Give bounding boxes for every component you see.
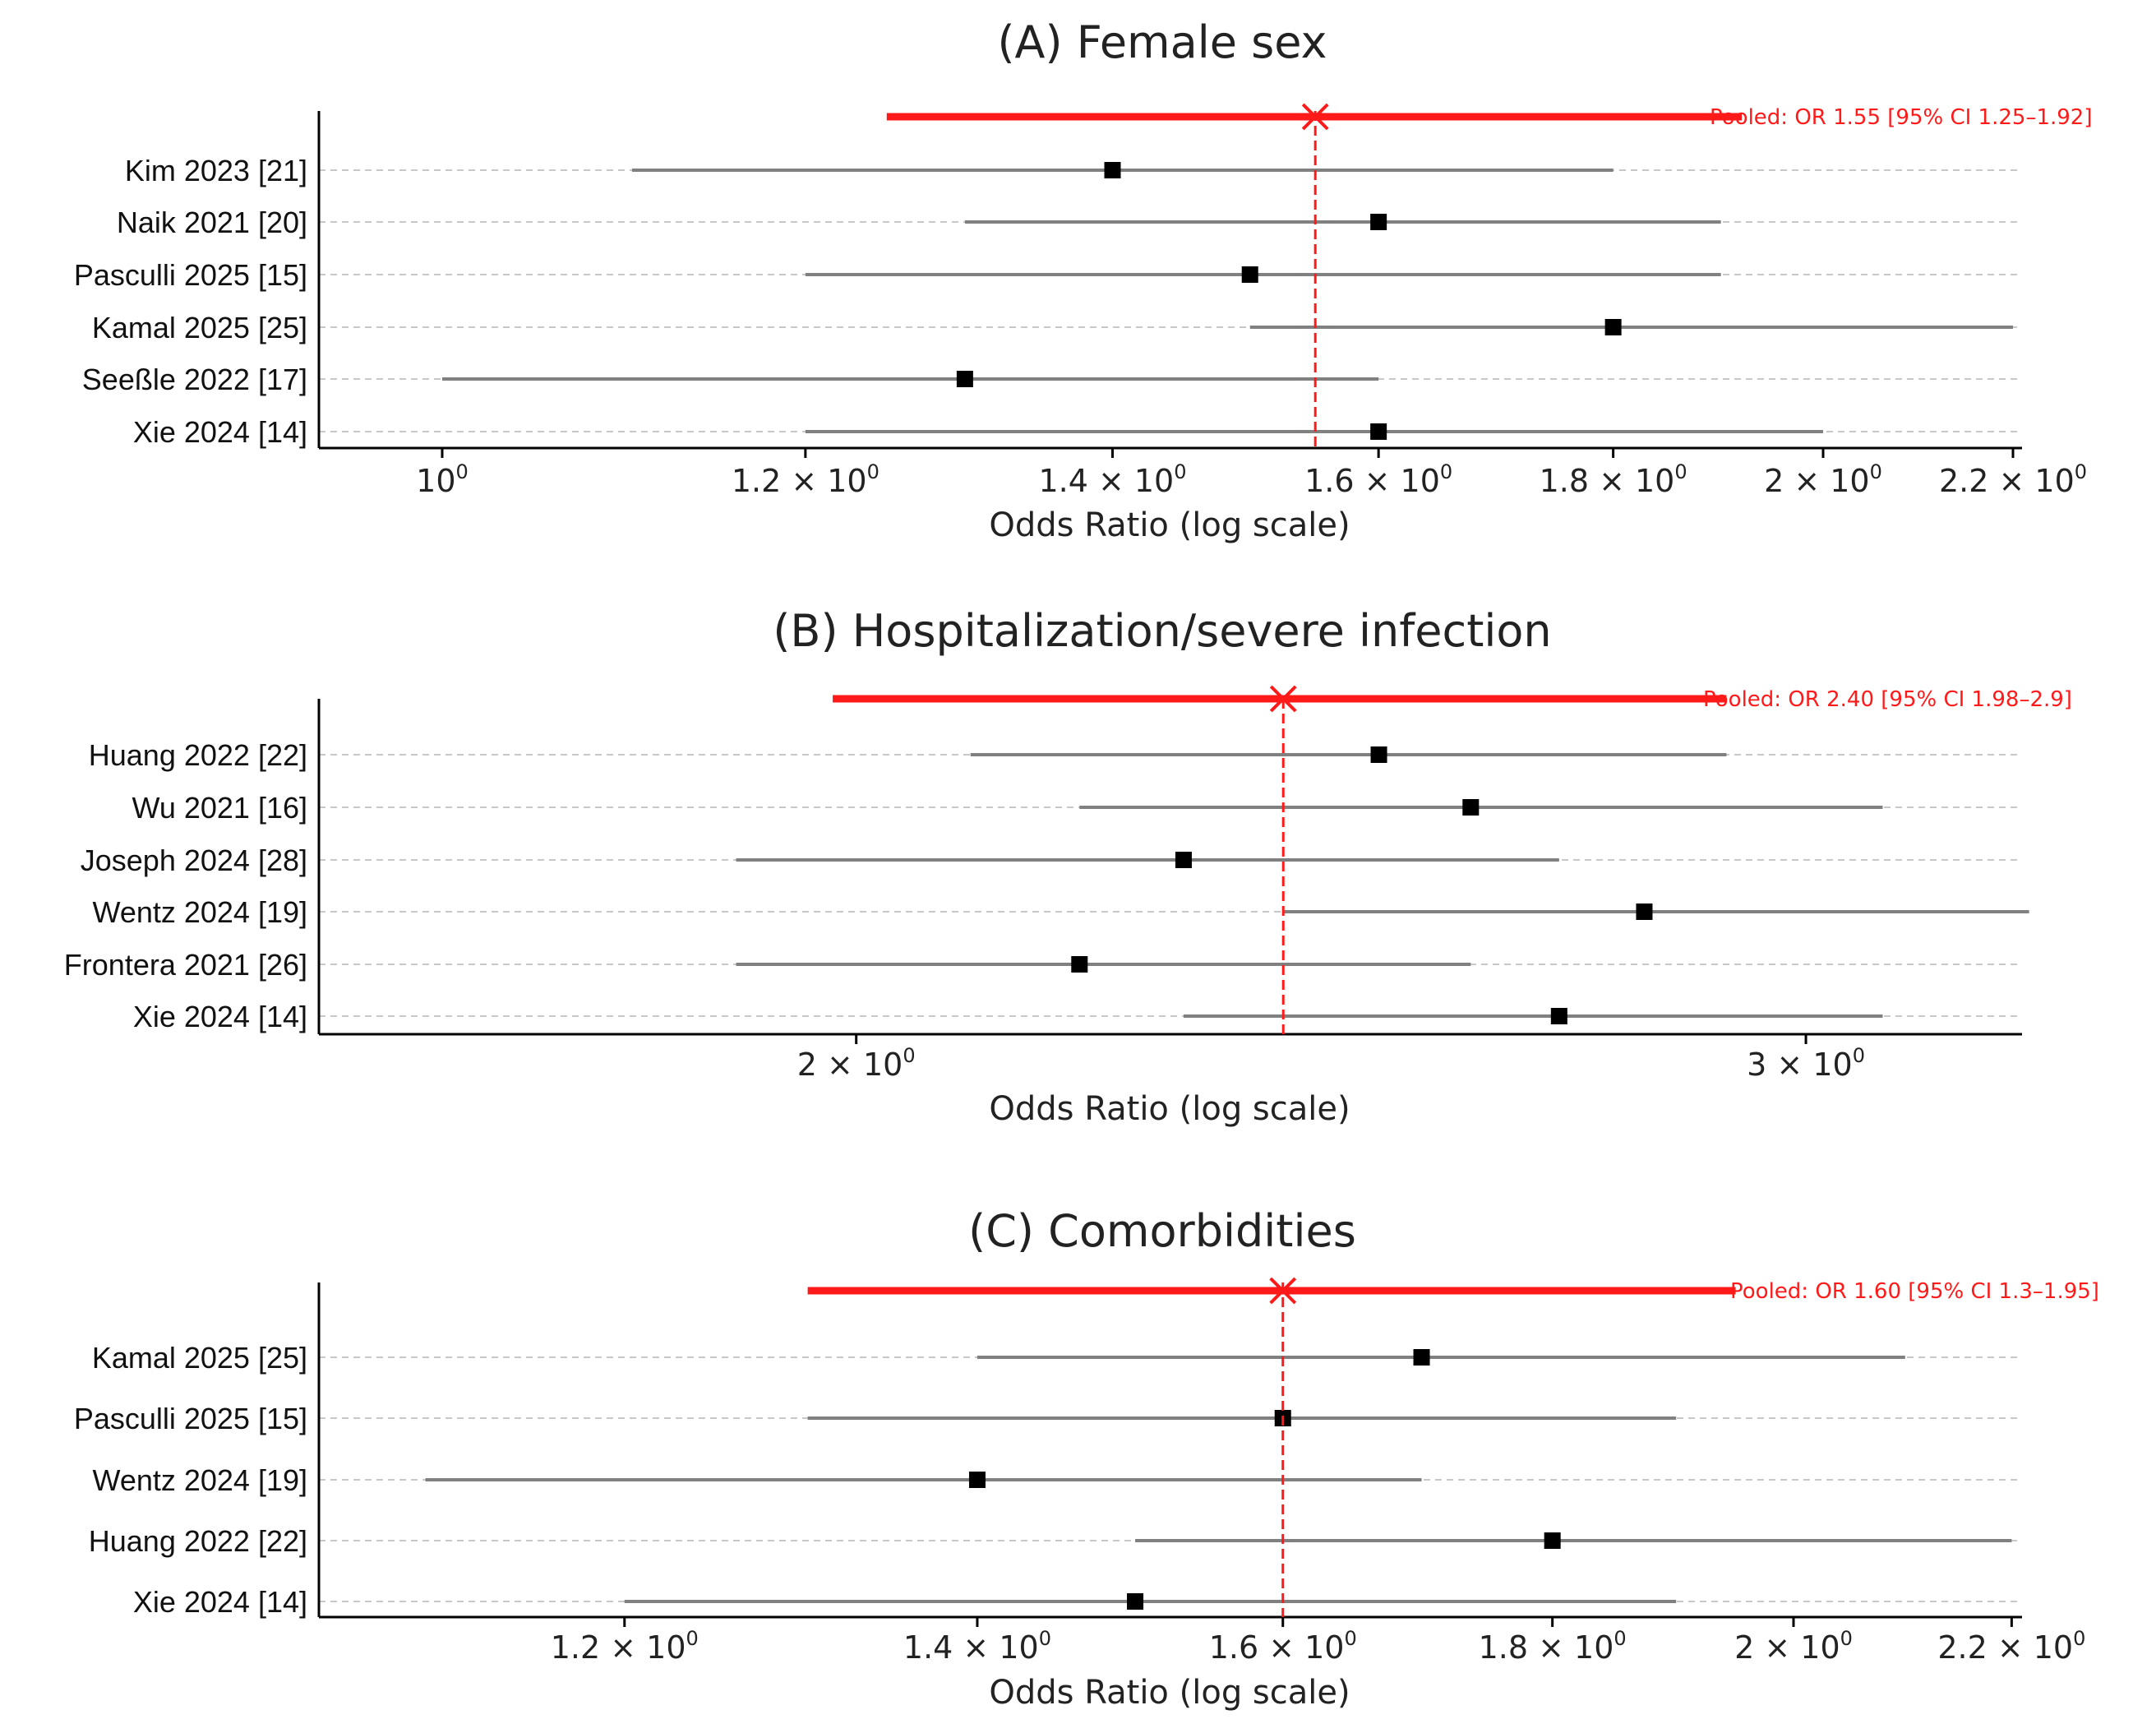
study-label: Xie 2024 [14] [133, 1585, 307, 1619]
x-tick-label: 2 × 100 [1734, 1627, 1853, 1666]
panel-title: (C) Comorbidities [968, 1205, 1356, 1257]
pooled-label: Pooled: OR 1.55 [95% CI 1.25–1.92] [1710, 105, 2092, 130]
study-point [1462, 799, 1480, 816]
panel-title: (B) Hospitalization/severe infection [773, 605, 1551, 657]
study-label: Kim 2023 [21] [125, 154, 307, 187]
pooled-estimate-marker [1269, 1277, 1297, 1305]
x-tick-label: 1.6 × 100 [1209, 1627, 1357, 1666]
study-label: Huang 2022 [22] [89, 738, 307, 772]
x-tick-label: 2.2 × 100 [1937, 1627, 2085, 1666]
study-label: Kamal 2025 [25] [92, 311, 307, 344]
study-label: Wentz 2024 [19] [92, 895, 307, 929]
pooled-estimate-marker [1301, 103, 1329, 131]
x-tick-label: 2 × 100 [797, 1044, 916, 1083]
x-axis-label: Odds Ratio (log scale) [989, 506, 1350, 544]
forest-panel-a: (A) Female sex 100 1.2 × 100 1.4 × 100 1.6 ×… [74, 16, 2093, 544]
study-point [1127, 1593, 1144, 1610]
x-tick-label: 1.8 × 100 [1479, 1627, 1627, 1666]
pooled-label: Pooled: OR 2.40 [95% CI 1.98–2.9] [1703, 687, 2072, 712]
study-point [1636, 903, 1653, 920]
x-axis-label: Odds Ratio (log scale) [989, 1674, 1350, 1712]
study-label: Kamal 2025 [25] [92, 1341, 307, 1375]
study-point [1175, 852, 1192, 868]
study-point [1604, 319, 1622, 335]
study-point [1241, 266, 1258, 283]
x-tick-label: 1.2 × 100 [551, 1627, 699, 1666]
x-tick-label: 2.2 × 100 [1939, 460, 2087, 499]
study-point [1071, 956, 1088, 973]
study-label: Frontera 2021 [26] [64, 948, 307, 982]
x-tick-label: 1.8 × 100 [1540, 460, 1687, 499]
study-label: Seeßle 2022 [17] [82, 363, 307, 396]
forest-panel-c: (C) Comorbidities 1.2 × 100 1.4 × 100 1.6 ×… [74, 1205, 2099, 1712]
study-label: Xie 2024 [14] [133, 415, 307, 449]
study-point [968, 1472, 986, 1488]
forest-panel-b: (B) Hospitalization/severe infection 2 × … [64, 605, 2072, 1128]
study-point [956, 371, 973, 387]
study-point [1370, 423, 1387, 440]
study-label: Naik 2021 [20] [117, 206, 307, 239]
study-point [1550, 1008, 1567, 1024]
study-label: Pasculli 2025 [15] [74, 1402, 307, 1435]
pooled-label: Pooled: OR 1.60 [95% CI 1.3–1.95] [1730, 1279, 2099, 1304]
study-label: Huang 2022 [22] [89, 1524, 307, 1558]
x-tick-label: 100 [416, 460, 469, 499]
study-point [1370, 214, 1387, 230]
study-label: Joseph 2024 [28] [81, 843, 307, 877]
panel-title: (A) Female sex [997, 16, 1327, 68]
x-tick-label: 3 × 100 [1747, 1044, 1865, 1083]
pooled-estimate-marker [1269, 685, 1297, 713]
x-tick-label: 2 × 100 [1764, 460, 1882, 499]
study-label: Wu 2021 [16] [132, 791, 308, 825]
x-tick-label: 1.4 × 100 [903, 1627, 1051, 1666]
x-tick-label: 1.4 × 100 [1038, 460, 1186, 499]
study-point [1413, 1349, 1430, 1366]
study-label: Xie 2024 [14] [133, 1000, 307, 1033]
study-point [1544, 1532, 1561, 1549]
study-label: Wentz 2024 [19] [92, 1463, 307, 1497]
x-axis-label: Odds Ratio (log scale) [989, 1090, 1350, 1128]
study-label: Pasculli 2025 [15] [74, 258, 307, 292]
x-tick-label: 1.6 × 100 [1304, 460, 1452, 499]
study-point [1104, 162, 1121, 178]
study-point [1370, 746, 1387, 763]
x-tick-label: 1.2 × 100 [732, 460, 879, 499]
